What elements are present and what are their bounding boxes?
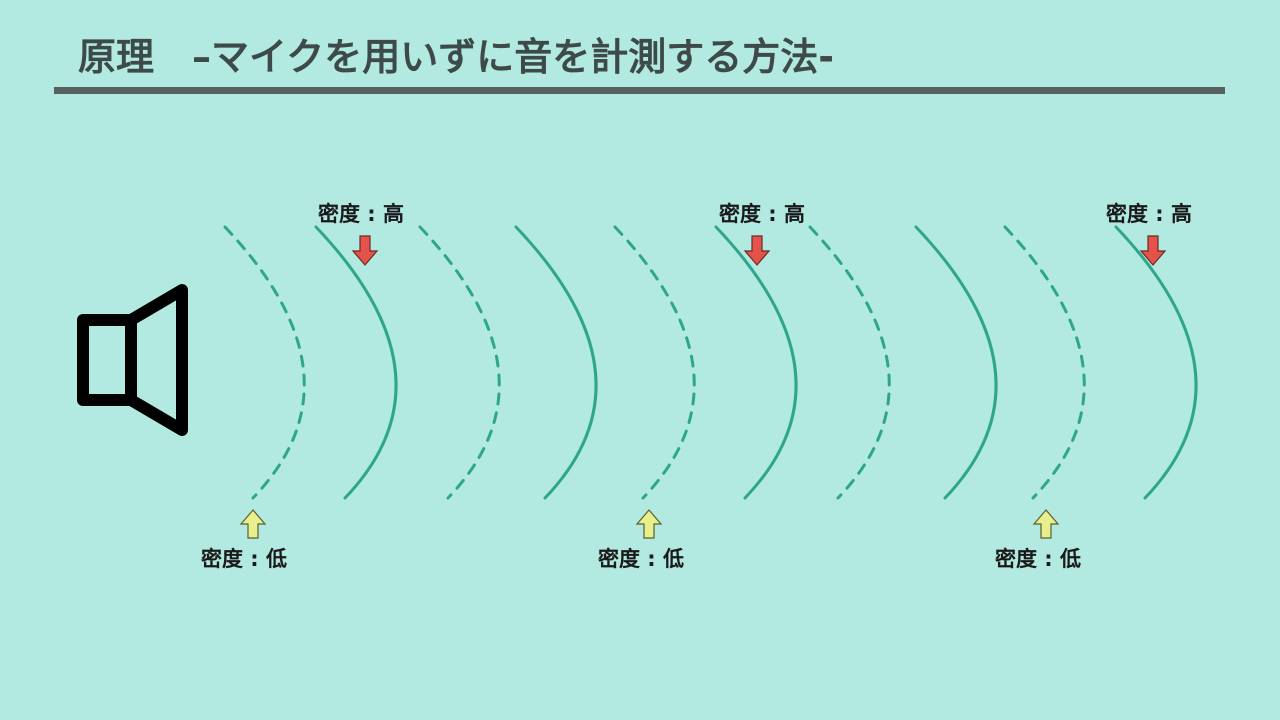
arrow-down-icon (1139, 235, 1167, 266)
density-high-label: 密度 : 高 (718, 202, 806, 226)
wave-low-5 (1003, 225, 1086, 500)
wave-high-1 (314, 225, 398, 500)
arrow-down-icon (743, 235, 771, 266)
arrow-up-icon (635, 509, 663, 539)
wave-low-2 (418, 225, 501, 500)
density-high-label: 密度 : 高 (317, 202, 405, 226)
wave-low-1 (223, 225, 306, 500)
density-low-label: 密度 : 低 (994, 547, 1082, 571)
density-low-label: 密度 : 低 (200, 547, 288, 571)
wave-high-2 (514, 225, 598, 500)
arrow-up-icon (1032, 509, 1060, 539)
wave-high-4 (914, 225, 998, 500)
wave-low-4 (808, 225, 891, 500)
wave-high-3 (714, 225, 798, 500)
arrow-down-icon (351, 235, 379, 266)
page-title: 原理 –マイクを用いずに音を計測する方法- (78, 35, 835, 79)
speaker-icon (77, 284, 188, 436)
density-low-label: 密度 : 低 (597, 547, 685, 571)
wave-low-3 (613, 225, 696, 500)
wave-high-5 (1114, 225, 1198, 500)
title-underline (54, 87, 1225, 94)
arrow-up-icon (239, 509, 267, 539)
density-high-label: 密度 : 高 (1105, 202, 1193, 226)
